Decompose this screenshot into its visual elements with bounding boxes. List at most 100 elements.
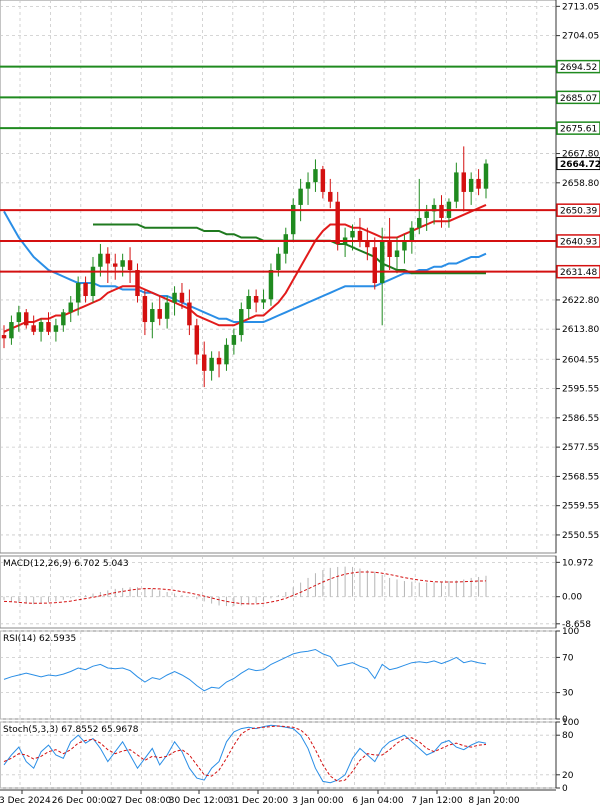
candle-body (424, 211, 429, 218)
candle-body (320, 169, 326, 192)
candle-body (127, 260, 133, 270)
candle-body (75, 283, 81, 303)
level-label-box (556, 59, 600, 74)
x-tick-label: 8 Jan 20:00 (468, 796, 520, 806)
rsi-tick-label: 0 (562, 715, 568, 725)
level-label: 2650.39 (560, 207, 597, 217)
level-label: 2685.07 (560, 94, 597, 104)
level-label: 2675.61 (560, 125, 597, 135)
candle-body (483, 163, 489, 189)
candle-body (68, 302, 73, 313)
rsi-frame (0, 630, 557, 720)
x-tick-label: 30 Dec 12:00 (169, 796, 230, 806)
price-tick-label: 2713.05 (562, 2, 599, 12)
x-tick-label: 7 Jan 12:00 (411, 796, 463, 806)
candle-body (83, 283, 88, 297)
candle-body (335, 201, 340, 244)
level-label-box (556, 121, 600, 135)
candle-body (365, 240, 370, 248)
candle-body (261, 299, 266, 303)
candle-body (394, 250, 400, 257)
candle-body (253, 296, 259, 303)
candle-body (439, 204, 444, 218)
macd-tick-label: 0.00 (562, 593, 582, 603)
candle-body (46, 322, 51, 332)
macd-signal-line (3, 571, 487, 605)
candle-body (187, 302, 192, 326)
candle-body (431, 204, 437, 212)
candle-body (150, 309, 155, 323)
candle-body (379, 240, 385, 284)
level-label: 2631.48 (560, 268, 597, 278)
candle-body (113, 263, 118, 267)
candle-body (209, 357, 214, 371)
price-tick-label: 2704.05 (562, 32, 599, 42)
x-tick-label: 27 Dec 08:00 (111, 796, 172, 806)
candle-body (387, 240, 392, 257)
ma-red-line (3, 203, 487, 333)
price-tick-label: 2613.80 (562, 325, 599, 335)
level-label-box (556, 234, 600, 248)
x-tick-label: 26 Dec 00:00 (52, 796, 113, 806)
candle-body (38, 322, 44, 332)
candle-body (1, 335, 7, 339)
stoch-frame (0, 721, 557, 789)
price-tick-label: 2658.80 (562, 179, 599, 189)
macd-title: MACD(12,26,9) 6.702 5.043 (3, 559, 129, 569)
candle-body (298, 188, 303, 205)
candle-body (468, 178, 474, 192)
candle-body (98, 253, 103, 267)
candle-body (417, 217, 422, 228)
candle-body (24, 312, 29, 326)
x-tick-label: 23 Dec 2024 (0, 796, 51, 806)
candle-body (290, 204, 296, 235)
stoch-panel: 100 80 20 0 (0, 718, 579, 794)
candle-body (16, 312, 22, 323)
macd-tick-label: 10.972 (562, 558, 594, 568)
candle-body (476, 178, 481, 189)
rsi-tick-label: 100 (562, 627, 579, 637)
candle-body (283, 234, 289, 254)
level-label-box (556, 203, 600, 217)
candle-body (239, 309, 244, 336)
x-tick-label: 3 Jan 00:00 (292, 796, 344, 806)
price-panel: 2713.05 2704.05 2694.52 2685.07 2675.61 2667.… (0, 0, 600, 554)
candle-body (372, 247, 377, 284)
candle-body (328, 191, 333, 202)
price-tick-label: 2667.80 (562, 150, 599, 160)
candle-body (216, 357, 222, 365)
candle-body (461, 172, 466, 192)
candle-body (179, 292, 185, 303)
current-price-box (556, 157, 600, 171)
candle-body (31, 325, 36, 332)
candle-body (350, 230, 355, 238)
candle-body (105, 253, 111, 264)
level-label-box (556, 90, 600, 105)
rsi-title: RSI(14) 62.5935 (3, 634, 76, 644)
candle-body (135, 269, 140, 297)
candle-body (305, 182, 311, 189)
candle-body (409, 227, 415, 241)
candle-body (120, 260, 125, 267)
price-tick-label: 2577.55 (562, 443, 599, 453)
rsi-tick-label: 70 (562, 653, 574, 663)
stoch-d-line (3, 725, 487, 782)
stoch-tick-label: 100 (562, 718, 579, 728)
rsi-panel: 100 70 30 0 (0, 627, 579, 725)
candle-body (172, 292, 177, 303)
price-tick-label: 2595.55 (562, 385, 599, 395)
price-tick-label: 2550.55 (562, 531, 599, 541)
level-label: 2694.52 (560, 63, 597, 73)
stoch-tick-label: 80 (562, 731, 574, 741)
level-label: 2640.93 (560, 237, 597, 247)
candle-body (157, 309, 162, 319)
candle-body (90, 266, 96, 297)
candle-body (402, 240, 407, 251)
price-tick-label: 2604.55 (562, 355, 599, 365)
candle-body (224, 344, 229, 365)
rsi-tick-label: 30 (562, 689, 574, 699)
candle-body (194, 325, 200, 355)
candle-body (276, 253, 281, 270)
